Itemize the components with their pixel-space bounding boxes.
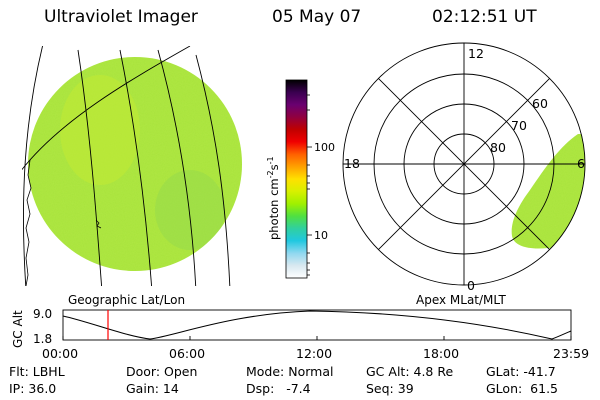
mlt-label-18: 18 xyxy=(344,156,360,171)
unit-s: s xyxy=(267,164,281,170)
time-tick-0000: 00:00 xyxy=(42,346,79,361)
meridian-line xyxy=(77,49,103,286)
unit-exp2: -1 xyxy=(266,156,275,164)
right-panel-label: Apex MLat/MLT xyxy=(416,293,506,307)
polar-axis-diagonal xyxy=(378,78,550,250)
colorbar-ticks xyxy=(307,94,312,276)
info-seq: Seq: 39 xyxy=(366,381,414,396)
polar-grid xyxy=(342,42,586,286)
colorbar: 100 10 photon cm-2s-1 xyxy=(266,79,335,279)
colorbar-tick-100: 100 xyxy=(314,141,335,154)
time-label: 02:12:51 UT xyxy=(432,7,537,27)
meridian-line xyxy=(157,49,197,286)
info-ip: IP: 36.0 xyxy=(9,381,57,396)
info-door: Door: Open xyxy=(126,364,198,379)
parallel-line xyxy=(22,46,191,171)
timeline-y-tick-min: 1.8 xyxy=(33,332,52,346)
time-tick-0600: 06:00 xyxy=(169,346,206,361)
lat-lon-grid xyxy=(22,46,231,286)
unit-text: photon cm xyxy=(267,178,281,240)
left-panel-label: Geographic Lat/Lon xyxy=(68,293,186,307)
timeline-y-tick-max: 9.0 xyxy=(33,307,52,321)
meridian-line xyxy=(119,49,152,286)
info-glon: GLon: 61.5 xyxy=(486,381,558,396)
coastline xyxy=(95,219,102,229)
time-tick-1200: 12:00 xyxy=(296,346,333,361)
mlt-label-6: 6 xyxy=(577,156,585,171)
time-tick-2359: 23:59 xyxy=(553,346,590,361)
coastline xyxy=(25,159,32,286)
altitude-timeline: GC Alt 9.0 1.8 xyxy=(11,307,572,348)
timeline-frame xyxy=(62,309,572,341)
date-label: 05 May 07 xyxy=(272,7,362,27)
colorbar-tick-10: 10 xyxy=(314,229,328,242)
mlat-label-60: 60 xyxy=(532,96,548,111)
meridian-line xyxy=(23,46,44,286)
polar-plot-panel: 12 18 6 0 60 70 80 xyxy=(342,42,586,293)
time-tick-1800: 18:00 xyxy=(423,346,460,361)
instrument-title: Ultraviolet Imager xyxy=(44,7,198,27)
mlt-label-0: 0 xyxy=(467,278,475,293)
altitude-curve xyxy=(62,310,572,340)
meridian-line xyxy=(195,54,231,286)
mlat-label-70: 70 xyxy=(511,118,527,133)
geographic-image-panel xyxy=(22,46,242,286)
timeline-y-label: GC Alt xyxy=(11,310,25,348)
colorbar-unit-label: photon cm-2s-1 xyxy=(266,156,281,240)
info-filter: Flt: LBHL xyxy=(9,364,65,379)
mlt-label-12: 12 xyxy=(468,46,484,61)
colorbar-gradient xyxy=(286,80,307,278)
info-mode: Mode: Normal xyxy=(246,364,334,379)
info-glat: GLat: -41.7 xyxy=(486,364,556,379)
mlat-label-80: 80 xyxy=(490,140,506,155)
info-gc-alt: GC Alt: 4.8 Re xyxy=(366,364,454,379)
info-gain: Gain: 14 xyxy=(126,381,179,396)
unit-exp1: -2 xyxy=(266,170,275,178)
info-dsp: Dsp: -7.4 xyxy=(246,381,311,396)
